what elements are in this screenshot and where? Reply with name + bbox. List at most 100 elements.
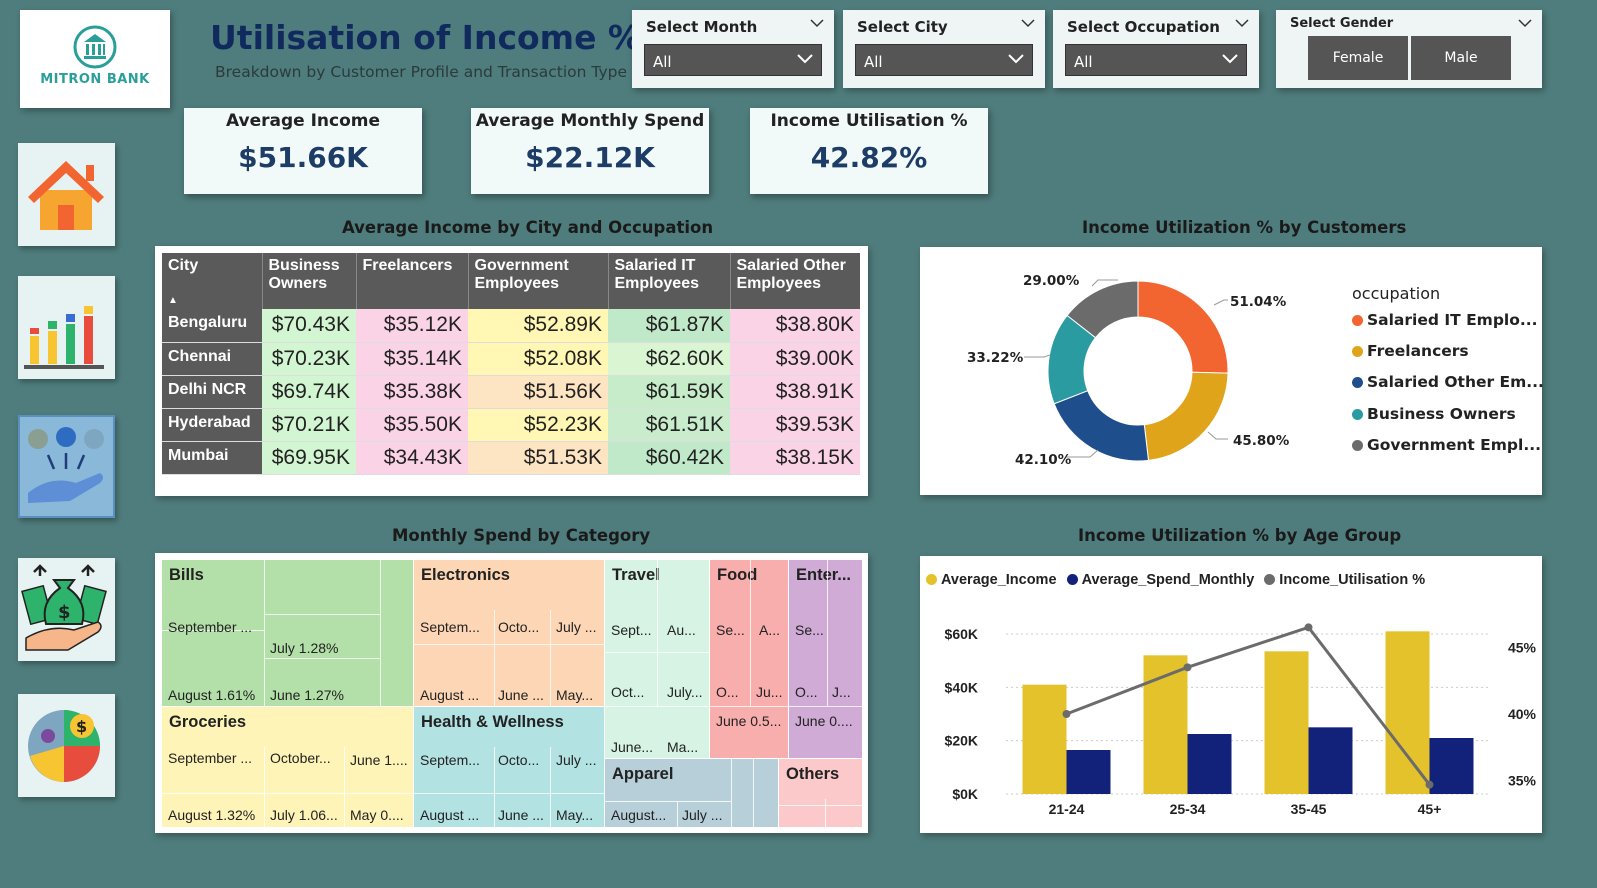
matrix-header-row: City ▲ Business Owners Freelancers Govern… (162, 253, 860, 309)
legend-item[interactable]: Salaried Other Em... (1352, 373, 1544, 391)
legend-label: Salaried IT Emplo... (1367, 311, 1538, 329)
month-dropdown[interactable]: All (644, 44, 822, 76)
matrix-cell: $39.53K (730, 408, 860, 442)
treemap-category[interactable]: Food (710, 560, 788, 758)
treemap-category[interactable]: Electronics (414, 560, 604, 706)
nav-home-button[interactable] (18, 143, 115, 246)
matrix-cell: $35.14K (356, 342, 468, 376)
bar-average-spend[interactable] (1187, 734, 1232, 794)
nav-spending-button[interactable]: $ (18, 558, 115, 661)
gender-male-button[interactable]: Male (1411, 36, 1511, 80)
bar-average-income[interactable] (1022, 684, 1067, 794)
donut-label: 45.80% (1233, 433, 1290, 449)
nav-insights-button[interactable]: $ (18, 694, 115, 797)
bar-average-spend[interactable] (1308, 727, 1353, 794)
donut-slice[interactable] (1066, 280, 1139, 339)
column-header-city[interactable]: City ▲ (162, 253, 263, 309)
y2-tick-label: 35% (1508, 773, 1537, 789)
chevron-down-icon[interactable] (810, 18, 824, 28)
bar-average-spend[interactable] (1066, 750, 1111, 794)
sort-ascending-icon: ▲ (168, 295, 178, 306)
bar-average-income[interactable] (1264, 651, 1309, 794)
occupation-dropdown[interactable]: All (1065, 44, 1247, 76)
income-matrix: City ▲ Business Owners Freelancers Govern… (162, 253, 860, 475)
treemap-category[interactable]: Groceries (162, 707, 413, 827)
treemap-tile-label: July ... (556, 619, 597, 635)
treemap-category[interactable]: Bills (162, 560, 413, 706)
matrix-cell: $61.87K (608, 309, 730, 343)
donut-slice[interactable] (1143, 371, 1229, 461)
gender-slicer-label: Select Gender (1290, 16, 1394, 31)
treemap-tile-label: Ma... (667, 739, 699, 755)
column-header-salaried-other-employees[interactable]: Salaried Other Employees (730, 253, 860, 309)
chevron-down-icon[interactable] (1518, 18, 1532, 28)
treemap-category-label: Travel (612, 566, 660, 584)
matrix-row[interactable]: Bengaluru $70.43K $35.12K $52.89K $61.87K $38… (162, 309, 860, 343)
legend-item-average-spend[interactable]: Average_Spend_Monthly (1066, 572, 1254, 588)
legend-dot (1066, 574, 1078, 585)
treemap-category[interactable]: Enter... (789, 560, 862, 758)
matrix-row[interactable]: Chennai $70.23K $35.14K $52.08K $62.60K $39.0… (162, 342, 860, 376)
nav-income-button[interactable] (18, 415, 115, 518)
column-header-freelancers[interactable]: Freelancers (356, 253, 469, 309)
treemap-tile-label: July 1.06... (270, 807, 338, 823)
treemap-tile-label: A... (759, 622, 781, 638)
matrix-cell: $61.59K (608, 375, 730, 409)
donut-slice[interactable] (1053, 390, 1150, 462)
legend-dot (1352, 377, 1363, 389)
kpi-label: Income Utilisation % (770, 111, 968, 131)
city-dropdown[interactable]: All (855, 44, 1033, 76)
matrix-cell: $35.12K (356, 309, 468, 343)
legend-item-average-income[interactable]: Average_Income (926, 572, 1057, 588)
treemap-category-label: Health & Wellness (421, 713, 564, 731)
treemap-category[interactable]: Others (779, 759, 862, 827)
column-header-business-owners[interactable]: Business Owners (262, 253, 357, 309)
row-header-city: Hyderabad (162, 408, 262, 442)
line-income-utilisation[interactable] (1065, 625, 1431, 786)
x-tick-label: 21-24 (1049, 801, 1085, 817)
matrix-row[interactable]: Delhi NCR $69.74K $35.38K $51.56K $61.59K $38… (162, 375, 860, 409)
legend-item[interactable]: Business Owners (1352, 405, 1516, 423)
matrix-title: Average Income by City and Occupation (342, 218, 714, 237)
matrix-cell: $51.53K (468, 441, 608, 475)
legend-item-utilisation[interactable]: Income_Utilisation % (1264, 572, 1425, 588)
line-point[interactable] (1183, 663, 1192, 672)
city-slicer: Select City All (843, 10, 1045, 88)
bar-average-income[interactable] (1143, 655, 1188, 794)
column-header-government-employees[interactable]: Government Employees (468, 253, 609, 309)
matrix-cell: $38.15K (730, 441, 860, 475)
treemap-tile-label: Oct... (611, 684, 645, 700)
donut-label: 29.00% (1023, 273, 1080, 289)
treemap-tile-label: Sept... (611, 622, 652, 638)
bar-average-spend[interactable] (1429, 738, 1474, 794)
chevron-down-icon[interactable] (1021, 18, 1035, 28)
gender-female-button[interactable]: Female (1308, 36, 1408, 80)
column-header-salaried-it-employees[interactable]: Salaried IT Employees (608, 253, 731, 309)
month-slicer-label: Select Month (646, 18, 758, 36)
treemap-category[interactable]: Health & Wellness (414, 707, 604, 827)
legend-item[interactable]: Salaried IT Emplo... (1352, 311, 1538, 329)
legend-item[interactable]: Government Empl... (1352, 436, 1541, 454)
line-point[interactable] (1425, 780, 1434, 789)
matrix-row[interactable]: Mumbai $69.95K $34.43K $51.53K $60.42K $38.15… (162, 441, 860, 475)
nav-analytics-button[interactable] (18, 276, 115, 379)
treemap-tile-label: September ... (168, 750, 253, 766)
legend-label: Freelancers (1367, 342, 1469, 361)
matrix-cell: $61.51K (608, 408, 730, 442)
legend-item[interactable]: Freelancers (1352, 342, 1469, 360)
bar-average-income[interactable] (1385, 631, 1430, 794)
page-subtitle: Breakdown by Customer Profile and Transa… (215, 63, 627, 81)
donut-slice[interactable] (1137, 280, 1229, 374)
matrix-cell: $70.43K (262, 309, 356, 343)
treemap-category-label: Apparel (612, 765, 674, 783)
chevron-down-icon[interactable] (1235, 18, 1249, 28)
matrix-row[interactable]: Hyderabad $70.21K $35.50K $52.23K $61.51K $39… (162, 408, 860, 442)
matrix-cell: $52.89K (468, 309, 608, 343)
legend-dot (1264, 574, 1276, 585)
matrix-cell: $52.23K (468, 408, 608, 442)
treemap-category[interactable]: Travel (605, 560, 709, 758)
treemap-tile-label: October... (270, 750, 331, 766)
line-point[interactable] (1062, 710, 1071, 718)
treemap-category[interactable]: Apparel (605, 759, 778, 827)
line-point[interactable] (1304, 623, 1313, 632)
